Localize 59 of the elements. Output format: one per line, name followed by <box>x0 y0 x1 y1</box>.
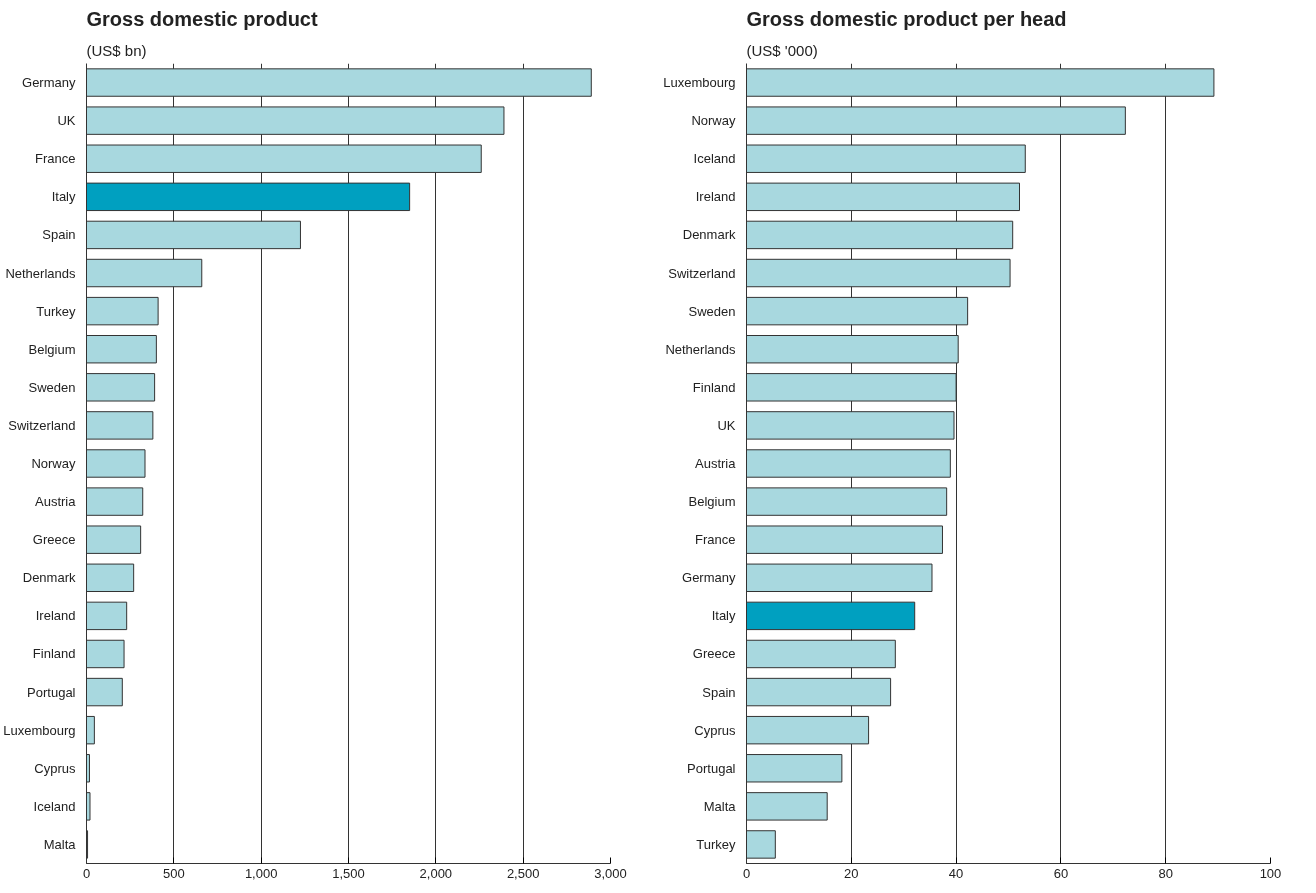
x-tick-label: 1,500 <box>332 865 365 881</box>
y-tick-label: Sweden <box>28 379 76 395</box>
y-tick-label: Netherlands <box>665 341 736 357</box>
x-tick-label: 0 <box>742 865 751 881</box>
x-tick-label: 100 <box>1259 865 1282 881</box>
y-tick-label: Belgium <box>28 341 76 357</box>
x-tick-label: 2,000 <box>419 865 453 881</box>
y-tick-label: Iceland <box>33 798 76 814</box>
x-tick-label: 500 <box>162 865 185 881</box>
y-tick-label: Austria <box>695 456 737 471</box>
chart-subtitle: (US$ bn) <box>86 41 147 59</box>
y-tick-label: France <box>35 151 76 167</box>
y-tick-label: Greece <box>692 646 736 662</box>
y-tick-label: Ireland <box>35 608 76 624</box>
y-tick-label: Switzerland <box>668 265 736 281</box>
y-tick-label: Malta <box>703 798 737 814</box>
y-tick-label: Belgium <box>688 494 736 510</box>
y-tick-label: Turkey <box>696 836 736 852</box>
y-tick-label: Germany <box>22 75 76 91</box>
x-tick-label: 0 <box>82 865 91 881</box>
y-tick-label: Denmark <box>682 227 736 243</box>
y-tick-label: Italy <box>51 189 76 205</box>
y-tick-label: Luxembourg <box>3 722 76 738</box>
y-tick-label: Cyprus <box>34 760 76 776</box>
x-tick-label: 20 <box>844 865 859 881</box>
y-tick-label: UK <box>57 113 76 129</box>
y-tick-label: Finland <box>692 379 736 395</box>
x-tick-label: 1,000 <box>244 865 278 881</box>
y-tick-label: Denmark <box>22 570 76 586</box>
y-tick-label: France <box>695 532 736 548</box>
y-tick-label: Italy <box>711 608 736 624</box>
y-tick-label: Switzerland <box>8 417 76 433</box>
y-tick-label: Turkey <box>36 303 76 319</box>
chart-title: Gross domestic product per head <box>746 7 1067 30</box>
y-tick-label: Portugal <box>687 760 736 776</box>
y-tick-label: Cyprus <box>694 722 736 738</box>
x-tick-label: 3,000 <box>594 865 627 881</box>
x-tick-label: 40 <box>948 865 964 881</box>
y-tick-label: UK <box>717 417 736 433</box>
x-tick-label: 60 <box>1053 865 1069 881</box>
y-tick-label: Ireland <box>695 189 736 205</box>
y-tick-label: Spain <box>702 684 736 700</box>
chart-subtitle: (US$ '000) <box>746 41 818 59</box>
y-tick-label: Norway <box>31 456 76 471</box>
chart-title: Gross domestic product <box>86 7 318 30</box>
y-tick-label: Iceland <box>693 151 736 167</box>
y-tick-label: Sweden <box>688 303 736 319</box>
y-tick-label: Spain <box>42 227 76 243</box>
y-tick-label: Luxembourg <box>663 75 736 91</box>
y-tick-label: Norway <box>691 113 736 129</box>
y-tick-label: Austria <box>35 494 77 510</box>
y-tick-label: Netherlands <box>5 265 76 281</box>
y-tick-label: Finland <box>32 646 76 662</box>
y-tick-label: Germany <box>682 570 736 586</box>
y-tick-label: Malta <box>43 836 77 852</box>
x-tick-label: 2,500 <box>506 865 540 881</box>
y-tick-label: Greece <box>32 532 76 548</box>
x-tick-label: 80 <box>1158 865 1173 881</box>
y-tick-label: Portugal <box>27 684 76 700</box>
